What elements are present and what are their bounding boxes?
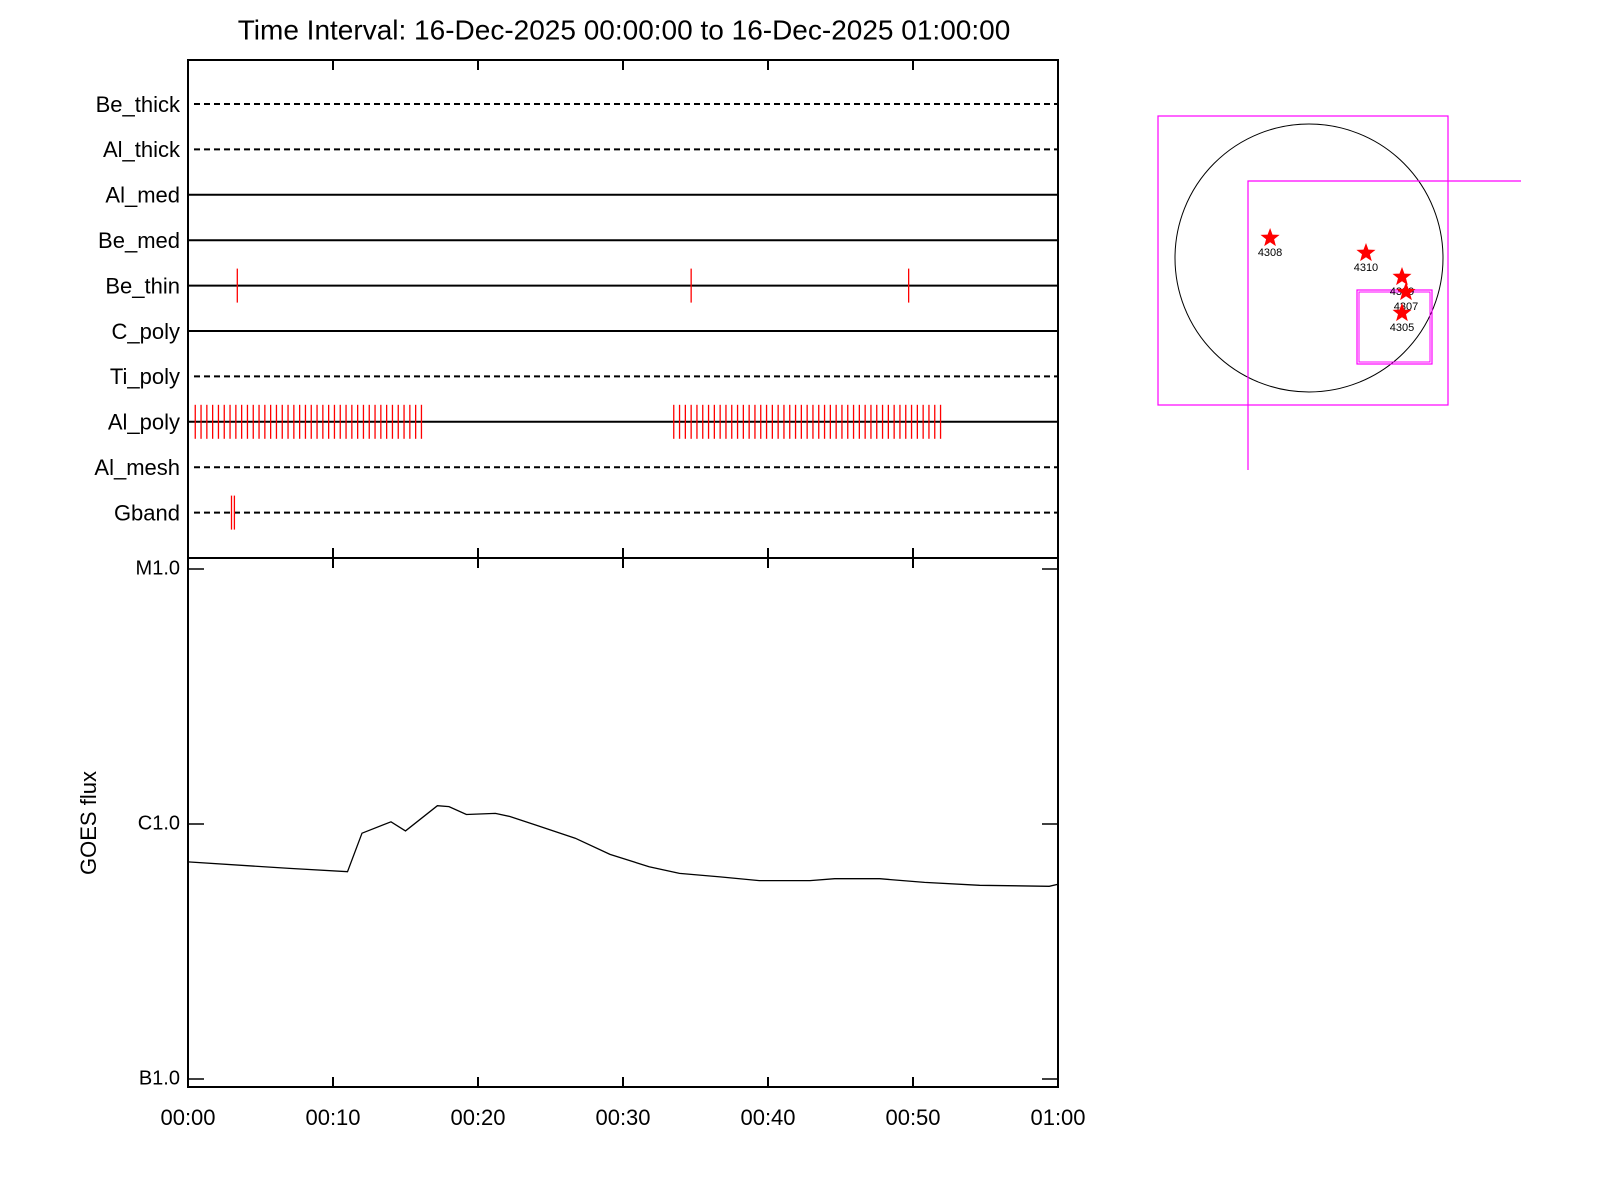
filter-label: Gband (114, 500, 180, 525)
x-tick-label: 00:00 (160, 1105, 215, 1130)
region-label: 4305 (1390, 322, 1414, 334)
flux-line (187, 805, 1059, 887)
region-marker (1260, 228, 1280, 247)
region-label: 4308 (1258, 247, 1282, 259)
y-tick-label: M1.0 (136, 557, 180, 579)
solar-disk (1174, 123, 1444, 393)
filter-label: Be_med (98, 228, 180, 253)
y-axis-label: GOES flux (76, 771, 101, 875)
x-tick-label: 00:50 (885, 1105, 940, 1130)
region-marker (1396, 282, 1416, 301)
x-tick-label: 00:40 (740, 1105, 795, 1130)
x-tick-label: 00:20 (450, 1105, 505, 1130)
filter-label: Al_med (105, 183, 180, 208)
region-marker (1392, 267, 1412, 286)
filter-label: Be_thin (105, 273, 180, 298)
fov-box (1247, 180, 1521, 470)
filter-label: Be_thick (96, 92, 181, 117)
x-tick-label: 00:10 (305, 1105, 360, 1130)
filter-label: Al_mesh (94, 455, 180, 480)
filter-label: Ti_poly (110, 364, 180, 389)
filter-label: Al_thick (103, 137, 181, 162)
fov-box (1358, 291, 1431, 363)
fov-box (1356, 289, 1433, 365)
x-tick-label: 00:30 (595, 1105, 650, 1130)
filter-label: C_poly (112, 319, 180, 344)
y-tick-label: C1.0 (138, 812, 180, 834)
region-marker (1356, 243, 1376, 262)
y-tick-label: B1.0 (139, 1067, 180, 1089)
chart-title: Time Interval: 16-Dec-2025 00:00:00 to 1… (238, 14, 1011, 45)
fov-box (1157, 115, 1449, 406)
timeline-frame (187, 59, 1059, 559)
flux-frame (187, 557, 1059, 1088)
x-tick-label: 01:00 (1030, 1105, 1085, 1130)
filter-label: Al_poly (108, 410, 180, 435)
region-marker (1392, 303, 1412, 322)
region-label: 4310 (1354, 262, 1378, 274)
